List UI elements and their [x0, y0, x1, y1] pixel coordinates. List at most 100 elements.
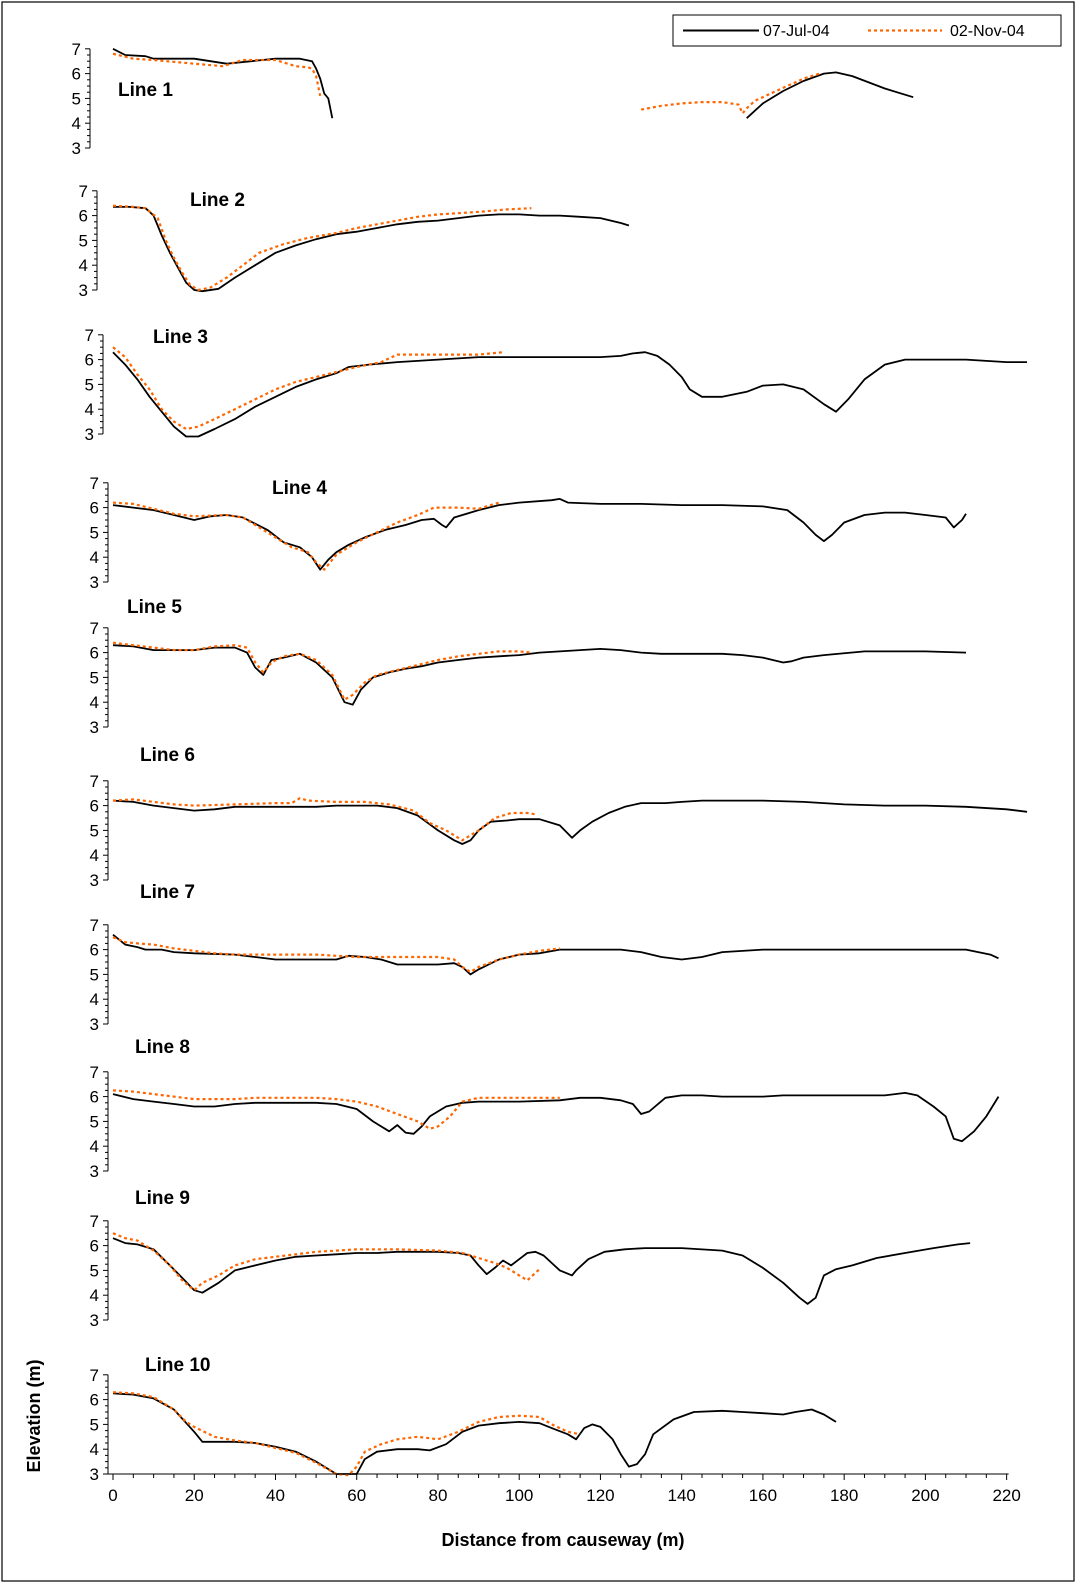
series-line-line-10-07-jul-04-1 — [112, 1392, 837, 1475]
y-tick-label-line-4-7: 7 — [90, 474, 99, 493]
y-tick-label-line-7-5: 5 — [90, 965, 99, 984]
y-tick-label-line-10-5: 5 — [90, 1415, 99, 1434]
y-tick-label-line-1-7: 7 — [72, 40, 81, 59]
series-line-line-4-07-jul-04-1 — [112, 497, 967, 571]
y-tick-label-line-10-7: 7 — [90, 1366, 99, 1385]
y-tick-label-line-8-4: 4 — [90, 1137, 99, 1156]
panel-line-4: 3 4 5 6 7 Line 4 — [90, 474, 967, 592]
panel-label-line-6: Line 6 — [140, 745, 195, 766]
x-tick-label-0: 0 — [108, 1486, 117, 1505]
y-tick-label-line-8-3: 3 — [90, 1162, 99, 1181]
x-tick-label-100: 100 — [505, 1486, 533, 1505]
x-axis: 0 20 40 60 80 100 120 140 160 180 200 220 — [108, 1473, 1021, 1505]
x-axis-title: Distance from causeway (m) — [441, 1530, 684, 1550]
y-tick-label-line-7-6: 6 — [90, 941, 99, 960]
y-tick-label-line-9-4: 4 — [90, 1286, 99, 1305]
y-tick-label-line-6-6: 6 — [90, 797, 99, 816]
x-tick-label-140: 140 — [667, 1486, 695, 1505]
y-tick-label-line-3-3: 3 — [85, 425, 94, 444]
y-tick-label-line-5-7: 7 — [90, 619, 99, 638]
series-line-line-1-07-jul-04-2 — [746, 71, 914, 119]
series-line-line-4-02-nov-04-1 — [112, 501, 500, 571]
panel-line-9: 3 4 5 6 7 Line 9 — [90, 1188, 971, 1330]
legend-label-07-jul-04: 07-Jul-04 — [763, 23, 830, 40]
y-tick-label-line-10-3: 3 — [90, 1465, 99, 1484]
panel-label-line-5: Line 5 — [127, 597, 182, 618]
panel-line-6: 3 4 5 6 7 Line 6 — [90, 745, 1028, 890]
series-line-line-10-02-nov-04-1 — [112, 1391, 581, 1477]
panel-line-3: 3 4 5 6 7 Line 3 — [85, 326, 1027, 444]
series-line-line-8-07-jul-04-1 — [112, 1092, 1000, 1143]
panel-label-line-9: Line 9 — [135, 1188, 190, 1209]
y-tick-label-line-5-6: 6 — [90, 644, 99, 663]
panel-label-line-2: Line 2 — [190, 190, 245, 211]
series-line-line-3-07-jul-04-1 — [112, 351, 1027, 438]
x-tick-label-180: 180 — [830, 1486, 858, 1505]
panel-line-7: 3 4 5 6 7 Line 7 — [90, 882, 999, 1034]
y-tick-label-line-2-5: 5 — [79, 231, 88, 250]
y-tick-label-line-3-4: 4 — [85, 400, 94, 419]
series-line-line-6-07-jul-04-1 — [112, 799, 1028, 845]
y-tick-label-line-3-5: 5 — [85, 375, 94, 394]
y-tick-label-line-10-6: 6 — [90, 1391, 99, 1410]
y-tick-label-line-10-4: 4 — [90, 1440, 99, 1459]
x-tick-label-20: 20 — [185, 1486, 204, 1505]
series-line-line-7-07-jul-04-1 — [112, 934, 999, 976]
panel-line-5: 3 4 5 6 7 Line 5 — [90, 597, 967, 737]
panel-label-line-8: Line 8 — [135, 1037, 190, 1058]
y-tick-label-line-7-4: 4 — [90, 990, 99, 1009]
y-tick-label-line-9-5: 5 — [90, 1261, 99, 1280]
y-tick-label-line-9-7: 7 — [90, 1212, 99, 1231]
y-tick-label-line-9-3: 3 — [90, 1311, 99, 1330]
series-line-line-6-02-nov-04-1 — [112, 797, 536, 842]
y-tick-label-line-3-6: 6 — [85, 351, 94, 370]
y-tick-label-line-6-5: 5 — [90, 821, 99, 840]
panel-line-2: 3 4 5 6 7 Line 2 — [79, 182, 630, 300]
y-tick-label-line-8-6: 6 — [90, 1088, 99, 1107]
series-line-line-7-02-nov-04-1 — [112, 936, 560, 974]
series-line-line-5-02-nov-04-1 — [112, 641, 532, 701]
y-tick-label-line-6-7: 7 — [90, 772, 99, 791]
y-tick-label-line-1-5: 5 — [72, 89, 81, 108]
x-tick-label-200: 200 — [911, 1486, 939, 1505]
series-line-line-1-02-nov-04-1 — [112, 52, 322, 97]
y-tick-label-line-5-5: 5 — [90, 668, 99, 687]
y-tick-label-line-2-6: 6 — [79, 207, 88, 226]
y-tick-label-line-2-7: 7 — [79, 182, 88, 201]
series-line-line-2-02-nov-04-1 — [112, 204, 532, 292]
x-tick-label-40: 40 — [266, 1486, 285, 1505]
panel-line-1: 3 4 5 6 7 Line 1 — [72, 40, 914, 158]
x-tick-label-160: 160 — [749, 1486, 777, 1505]
y-tick-label-line-5-3: 3 — [90, 718, 99, 737]
panels-layer: 3 4 5 6 7 Line 1 3 4 5 6 7 Line 2 3 4 5 6 7 Line 3 3 4 5 6 7 Li… — [72, 40, 1028, 1484]
y-tick-label-line-4-6: 6 — [90, 499, 99, 518]
panel-label-line-1: Line 1 — [118, 80, 173, 101]
y-tick-label-line-6-3: 3 — [90, 871, 99, 890]
panel-label-line-7: Line 7 — [140, 882, 195, 903]
y-tick-label-line-2-4: 4 — [79, 256, 88, 275]
y-tick-label-line-6-4: 4 — [90, 846, 99, 865]
y-axis-title: Elevation (m) — [24, 1359, 44, 1472]
y-tick-label-line-3-7: 7 — [85, 326, 94, 345]
series-line-line-9-07-jul-04-1 — [112, 1237, 971, 1305]
x-tick-label-220: 220 — [992, 1486, 1020, 1505]
x-tick-label-120: 120 — [586, 1486, 614, 1505]
legend: 07-Jul-04 02-Nov-04 — [672, 14, 1062, 47]
series-line-line-8-02-nov-04-1 — [112, 1089, 560, 1130]
y-tick-label-line-1-3: 3 — [72, 139, 81, 158]
y-tick-label-line-8-7: 7 — [90, 1063, 99, 1082]
y-tick-label-line-7-3: 3 — [90, 1015, 99, 1034]
series-line-line-1-07-jul-04-1 — [112, 47, 334, 119]
y-tick-label-line-9-6: 6 — [90, 1237, 99, 1256]
y-tick-label-line-4-4: 4 — [90, 548, 99, 567]
x-tick-label-60: 60 — [347, 1486, 366, 1505]
y-tick-label-line-4-3: 3 — [90, 573, 99, 592]
y-tick-label-line-7-7: 7 — [90, 916, 99, 935]
y-tick-label-line-4-5: 5 — [90, 523, 99, 542]
series-line-line-3-02-nov-04-1 — [112, 346, 504, 431]
series-line-line-2-07-jul-04-1 — [113, 205, 630, 293]
panel-line-10: 3 4 5 6 7 Line 10 — [90, 1355, 837, 1484]
panel-line-8: 3 4 5 6 7 Line 8 — [90, 1037, 1000, 1181]
